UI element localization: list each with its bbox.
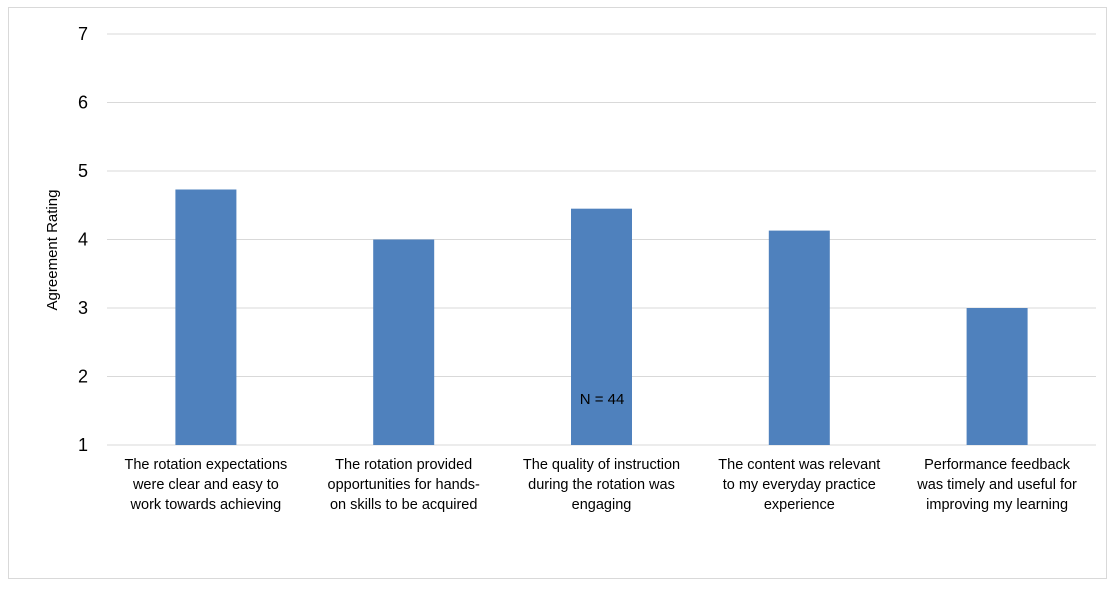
category-label-line: The rotation expectations [124,457,287,473]
bar [571,208,632,445]
category-label-line: The quality of instruction [523,457,680,473]
bar [966,308,1028,445]
category-label-line: during the rotation was [528,477,675,493]
bar [175,189,237,445]
category-label-line: The content was relevant [718,457,880,473]
category-labels: The rotation expectations were clear and … [124,457,1077,513]
y-tick-label: 2 [78,367,88,387]
bar-chart: 1 2 3 4 5 6 7 The rotation expectations were cl… [44,24,1096,513]
category-label-line: on skills to be acquired [330,497,478,513]
category-label: The rotation expectations were clear and … [124,457,287,513]
y-axis-title: Agreement Rating [44,190,61,311]
category-label: Performance feedback was timely and usefu… [916,457,1077,513]
y-tick-label: 3 [78,298,88,318]
y-tick-labels: 1 2 3 4 5 6 7 [78,24,88,455]
category-label-line: to my everyday practice [723,477,876,493]
y-tick-label: 6 [78,93,88,113]
category-label-line: was timely and useful for [916,477,1077,493]
x-axis-title: N = 44 [580,391,625,408]
category-label-line: work towards achieving [130,497,282,513]
category-label: The content was relevant to my everyday p… [718,457,880,513]
category-label-line: The rotation provided [335,457,472,473]
y-tick-label: 7 [78,24,88,44]
bars [175,189,1028,445]
category-label-line: were clear and easy to [132,477,279,493]
y-tick-label: 4 [78,230,88,250]
category-label-line: engaging [572,497,632,513]
category-label: The quality of instruction during the rot… [523,457,680,513]
bar [373,239,435,445]
bar [768,230,830,445]
y-tick-label: 1 [78,435,88,455]
chart-frame: 1 2 3 4 5 6 7 The rotation expectations were cl… [8,7,1107,579]
category-label: The rotation provided opportunities for h… [328,457,481,513]
y-tick-label: 5 [78,161,88,181]
category-label-line: improving my learning [926,497,1068,513]
category-label-line: opportunities for hands- [328,477,481,493]
category-label-line: Performance feedback [924,457,1071,473]
category-label-line: experience [764,497,835,513]
